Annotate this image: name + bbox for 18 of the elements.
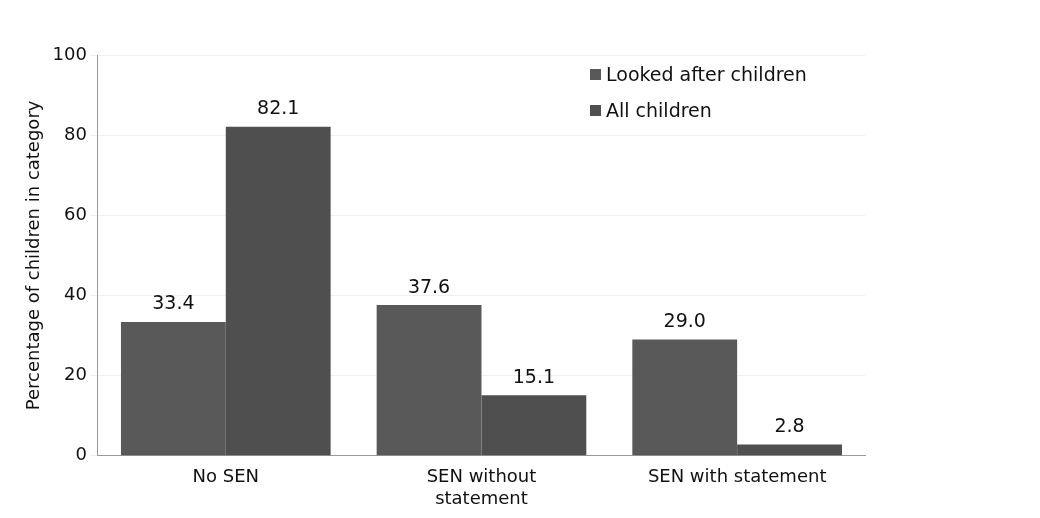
legend-label: All children (606, 99, 712, 121)
y-tick-label: 60 (64, 202, 87, 224)
data-label: 15.1 (512, 364, 556, 387)
y-tick-label: 40 (64, 283, 87, 305)
data-label: 37.6 (407, 274, 451, 297)
y-tick-label: 20 (64, 363, 87, 385)
data-label: 33.4 (152, 291, 195, 314)
x-tick-label: SEN without statement (426, 465, 537, 508)
data-label: 2.8 (774, 414, 805, 437)
legend-label: Looked after children (606, 63, 807, 85)
y-axis-title: Percentage of children in category (22, 100, 44, 411)
y-tick-label: 100 (52, 42, 87, 64)
y-tick-label: 0 (75, 443, 87, 465)
data-label: 29.0 (663, 309, 706, 332)
x-tick-label: No SEN (192, 465, 260, 487)
y-tick-label: 80 (64, 122, 87, 144)
data-label: 82.1 (257, 96, 300, 119)
x-tick-label: SEN with statement (647, 465, 827, 487)
